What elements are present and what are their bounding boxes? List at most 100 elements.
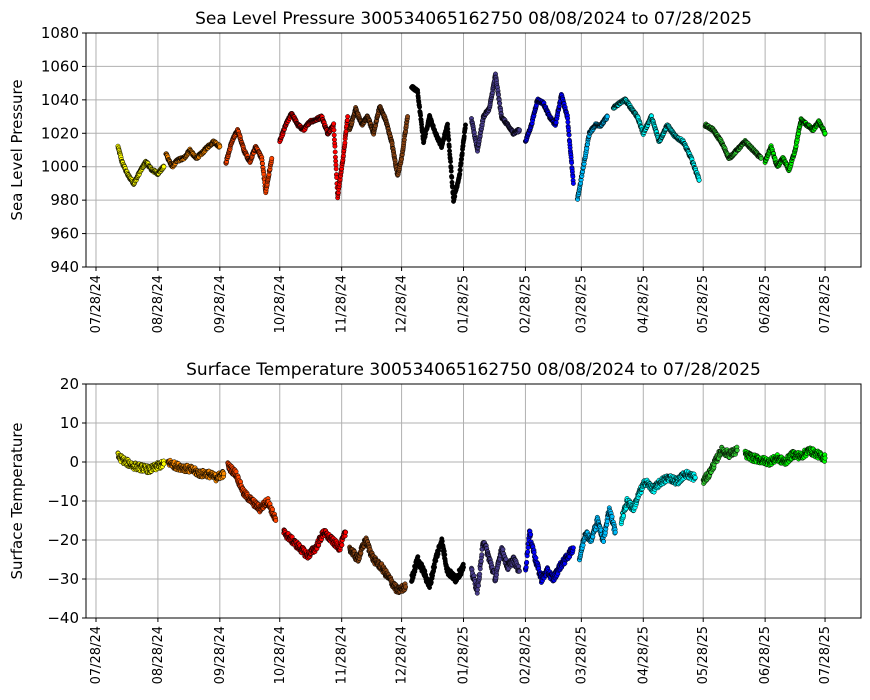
- y-tick-label: 1080: [41, 24, 79, 42]
- series-3: [225, 460, 279, 523]
- data-point: [417, 104, 423, 110]
- x-tick-label: 09/28/24: [213, 275, 228, 333]
- series-7: [469, 71, 522, 154]
- data-point: [570, 180, 576, 186]
- y-tick-label: 1000: [41, 158, 79, 176]
- series-1: [115, 143, 167, 187]
- x-tick-label: 04/28/25: [636, 275, 651, 333]
- data-point: [461, 133, 467, 139]
- series-2: [163, 138, 223, 170]
- data-point: [569, 160, 575, 166]
- data-point: [822, 130, 828, 136]
- series-9: [574, 113, 610, 202]
- data-point: [612, 529, 618, 535]
- data-point: [459, 150, 465, 156]
- series-11: [702, 121, 764, 161]
- data-point: [734, 447, 740, 453]
- data-point: [432, 564, 437, 570]
- series-8: [522, 528, 576, 585]
- data-point: [604, 114, 610, 120]
- data-point: [580, 542, 586, 548]
- x-tick-label: 10/28/24: [273, 275, 288, 333]
- data-point: [457, 167, 463, 173]
- data-point: [446, 144, 452, 150]
- series-12: [762, 116, 828, 174]
- data-point: [339, 542, 345, 548]
- data-point: [445, 121, 450, 127]
- data-point: [333, 166, 339, 172]
- data-point: [270, 506, 275, 512]
- x-tick-label: 08/28/24: [151, 275, 166, 333]
- x-tick-label: 06/28/25: [758, 275, 773, 333]
- data-point: [221, 471, 227, 477]
- data-points: [115, 444, 828, 596]
- series-5: [347, 535, 409, 596]
- data-point: [446, 137, 452, 143]
- series-10: [610, 96, 702, 183]
- data-point: [525, 549, 531, 555]
- chart-1: 940 960 980 1000 1020 1040 1060 1080 07/28/24 08/…: [8, 9, 862, 333]
- data-point: [403, 584, 409, 590]
- data-point: [405, 114, 411, 120]
- data-point: [692, 475, 698, 481]
- data-point: [269, 155, 275, 161]
- data-point: [516, 568, 522, 574]
- series-1: [115, 450, 167, 476]
- data-point: [758, 155, 764, 161]
- data-point: [428, 579, 434, 585]
- series-10: [618, 468, 698, 527]
- data-point: [565, 119, 571, 125]
- x-tick-label: 07/28/24: [89, 275, 104, 333]
- data-point: [331, 132, 337, 138]
- series-11: [700, 444, 740, 486]
- y-axis-label: Sea Level Pressure: [8, 79, 26, 220]
- data-point: [516, 127, 522, 133]
- data-point: [566, 132, 572, 138]
- data-point: [161, 461, 167, 467]
- data-point: [528, 531, 534, 537]
- data-point: [609, 514, 615, 519]
- data-point: [217, 144, 223, 150]
- data-point: [442, 552, 448, 558]
- x-tick-label: 12/28/24: [395, 275, 410, 333]
- data-point: [433, 558, 439, 564]
- data-point: [476, 583, 481, 589]
- data-point: [332, 143, 338, 149]
- data-point: [524, 559, 530, 565]
- series-5: [347, 104, 411, 178]
- y-tick-label: 940: [50, 258, 79, 276]
- y-tick-label: 1040: [41, 91, 79, 109]
- data-point: [500, 546, 506, 552]
- data-point: [345, 114, 351, 120]
- data-point: [601, 539, 607, 544]
- y-tick-label: 960: [50, 225, 79, 243]
- x-tick-label: 05/28/25: [696, 275, 711, 333]
- data-point: [479, 552, 485, 558]
- data-point: [533, 555, 539, 561]
- series-9: [576, 505, 618, 563]
- y-tick-label: 1020: [41, 124, 79, 142]
- series-3: [223, 127, 275, 196]
- y-tick-label: 1060: [41, 57, 79, 75]
- x-tick-label: 02/28/25: [518, 275, 533, 333]
- data-point: [332, 149, 338, 155]
- x-tick-label: 03/28/25: [574, 275, 589, 333]
- y-tick-label: 980: [50, 191, 79, 209]
- data-point: [448, 168, 454, 174]
- data-point: [415, 554, 421, 560]
- series-12: [742, 445, 828, 468]
- series-4: [277, 111, 351, 201]
- data-point: [696, 177, 702, 183]
- chart-title: Sea Level Pressure 300534065162750 08/08…: [195, 9, 752, 29]
- series-6: [409, 536, 466, 590]
- data-point: [331, 127, 337, 133]
- data-point: [331, 121, 337, 127]
- data-point: [475, 587, 480, 593]
- data-point: [267, 501, 273, 507]
- series-4: [281, 527, 349, 561]
- series-7: [469, 540, 522, 596]
- series-6: [409, 84, 468, 204]
- data-point: [233, 469, 239, 475]
